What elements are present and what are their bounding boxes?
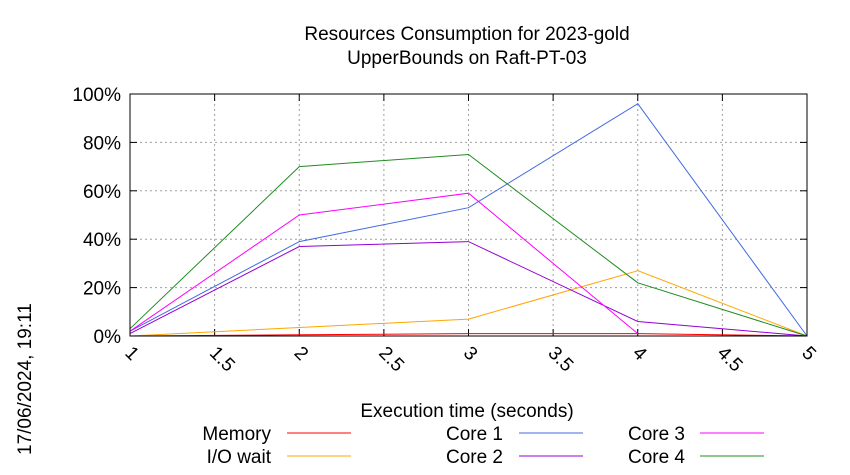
x-tick-label: 2	[290, 343, 312, 365]
chart-subtitle: UpperBounds on Raft-PT-03	[347, 48, 587, 69]
x-tick-label: 1	[120, 343, 142, 365]
legend-label-i-o-wait: I/O wait	[207, 447, 272, 468]
x-tick-label: 3.5	[544, 343, 578, 377]
y-tick-label: 40%	[83, 230, 121, 251]
y-tick-label: 80%	[83, 133, 121, 154]
x-tick-label: 2.5	[374, 343, 408, 377]
x-tick-label: 4.5	[713, 343, 747, 377]
y-tick-label: 100%	[72, 85, 121, 106]
y-tick-label: 60%	[83, 182, 121, 203]
plot-grid	[129, 93, 808, 337]
series-line-core-4	[129, 153, 808, 337]
y-tick-label: 0%	[94, 327, 122, 348]
plot-frame	[129, 93, 808, 337]
legend-label-core-3: Core 3	[628, 424, 685, 445]
x-tick-label: 5	[797, 343, 819, 365]
x-tick-label: 4	[628, 343, 651, 366]
x-tick-label: 1.5	[205, 343, 239, 377]
y-tick-label: 20%	[83, 279, 121, 300]
series-line-core-2	[129, 241, 808, 337]
series-line-core-3	[129, 192, 639, 334]
legend-label-core-1: Core 1	[446, 424, 503, 445]
series-line-memory	[129, 333, 808, 337]
plot-series	[129, 103, 808, 337]
timestamp-label: 17/06/2024, 19:11	[15, 303, 36, 455]
chart-title: Resources Consumption for 2023-gold	[304, 24, 629, 45]
legend-label-memory: Memory	[202, 424, 271, 445]
legend-label-core-2: Core 2	[446, 447, 503, 468]
x-axis-label: Execution time (seconds)	[360, 401, 573, 422]
y-axis: 0% 20% 40% 60% 80% 100%	[72, 85, 807, 348]
series-line-i-o-wait	[129, 270, 808, 337]
x-tick-label: 3	[459, 343, 481, 365]
series-line-core-1	[129, 103, 808, 337]
legend-label-core-4: Core 4	[628, 447, 685, 468]
